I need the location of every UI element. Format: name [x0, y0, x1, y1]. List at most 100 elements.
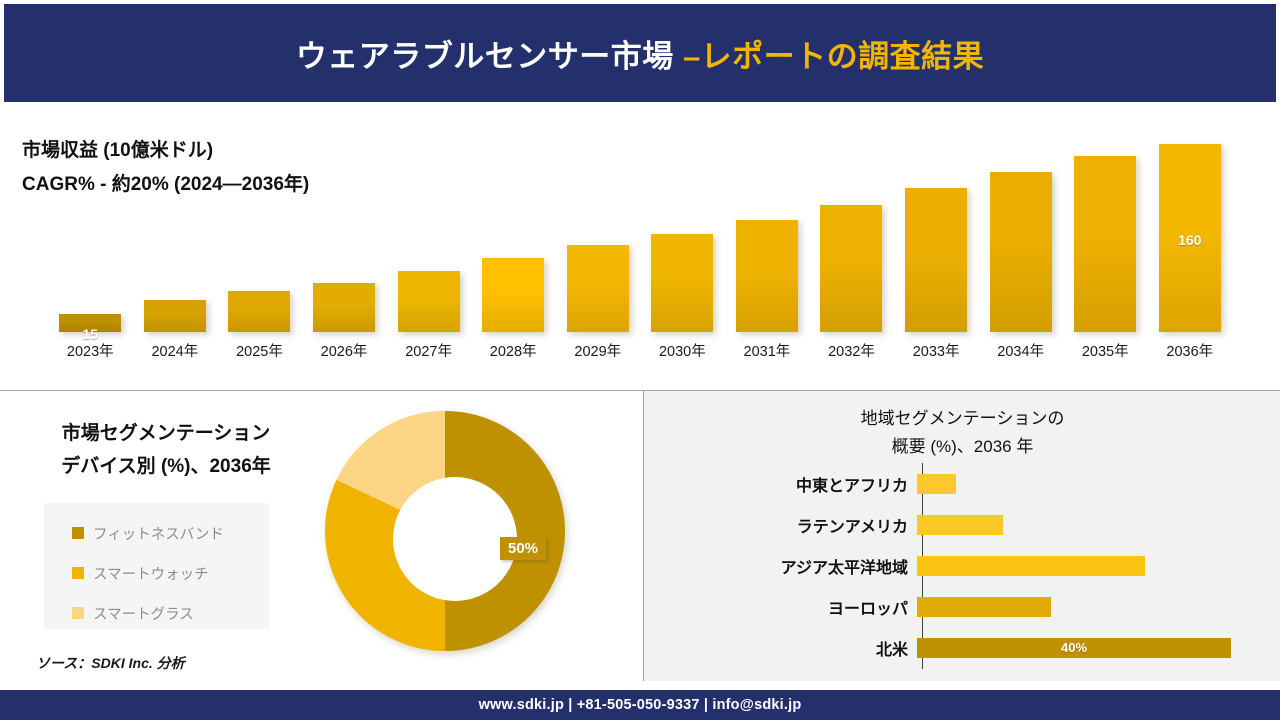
revenue-x-label: 2026年	[320, 344, 368, 360]
revenue-bar[interactable]	[820, 205, 883, 332]
page-title-accent: –レポートの調査結果	[682, 38, 985, 74]
region-bar-row: 中東とアフリカ	[644, 463, 1280, 504]
region-bar-label: 北米	[875, 641, 908, 659]
revenue-bar-cell	[640, 132, 725, 332]
revenue-bar-cell	[302, 132, 387, 332]
region-title-line1: 地域セグメンテーションの	[860, 409, 1065, 428]
device-segmentation-title-line2: デバイス別 (%)、2036年	[61, 456, 271, 477]
region-title-line2: 概要 (%)、2036 年	[891, 437, 1034, 456]
footer-contact[interactable]: www.sdki.jp | +81-505-050-9337 | info@sd…	[478, 697, 802, 713]
revenue-x-label: 2036年	[1166, 344, 1214, 360]
device-segmentation-title: 市場セグメンテーション デバイス別 (%)、2036年	[26, 417, 306, 483]
region-bar-value-label: 40%	[1060, 640, 1088, 655]
revenue-bar[interactable]: 15	[59, 314, 122, 342]
revenue-x-label: 2029年	[574, 344, 622, 360]
legend-item[interactable]: スマートウォッチ	[44, 553, 269, 593]
donut-ring	[325, 411, 565, 651]
revenue-x-axis-labels: 2023年 2024年 2025年 2026年 2027年 2028年 2029年 2030年…	[48, 340, 1232, 370]
revenue-x-label: 2025年	[236, 344, 283, 360]
region-bar[interactable]	[917, 555, 1145, 576]
revenue-bars: 15 160	[48, 132, 1233, 342]
region-bar-area	[916, 504, 1280, 545]
revenue-bar-cell	[133, 132, 218, 332]
legend-item[interactable]: フィットネスバンド	[44, 513, 269, 553]
region-bar[interactable]	[917, 596, 1051, 617]
revenue-x-label: 2030年	[658, 344, 706, 360]
revenue-bar[interactable]	[313, 283, 376, 332]
revenue-bar[interactable]: 160	[1158, 144, 1221, 332]
revenue-bar-cell	[555, 132, 640, 332]
revenue-x-label: 2028年	[489, 344, 537, 360]
revenue-bar-value-label: 160	[1178, 232, 1202, 248]
region-segmentation-title: 地域セグメンテーションの 概要 (%)、2036 年	[644, 405, 1280, 461]
region-bar-row: アジア太平洋地域	[644, 545, 1280, 586]
legend-item[interactable]: スマートグラス	[44, 593, 269, 633]
revenue-bar-cell: 160	[1148, 132, 1233, 332]
region-bar-row: ラテンアメリカ	[644, 504, 1280, 545]
page-title: ウェアラブルセンサー市場 –レポートの調査結果	[296, 31, 984, 76]
region-bar-area	[916, 586, 1280, 627]
revenue-x-label: 2023年	[66, 344, 114, 360]
revenue-units-caption: 市場収益 (10億米ドル)	[22, 140, 214, 161]
cagr-caption: CAGR% - 約20% (2024―2036年)	[22, 174, 310, 195]
region-bar-label: ヨーロッパ	[827, 600, 908, 618]
revenue-bar-cell	[386, 132, 471, 332]
legend-item-label: スマートウォッチ	[93, 566, 209, 583]
revenue-bar-cell	[978, 132, 1063, 332]
legend-swatch-icon	[72, 567, 84, 579]
device-segmentation-panel: 市場セグメンテーション デバイス別 (%)、2036年 フィットネスバンド スマー…	[0, 391, 642, 681]
region-bar-row: 北米 40%	[644, 627, 1280, 668]
bottom-panels: 市場セグメンテーション デバイス別 (%)、2036年 フィットネスバンド スマー…	[0, 390, 1280, 681]
revenue-x-label: 2031年	[743, 344, 791, 360]
revenue-bar[interactable]	[989, 172, 1052, 332]
region-bar[interactable]: 40%	[917, 637, 1231, 658]
revenue-bar-cell	[809, 132, 894, 332]
region-bar-area	[916, 463, 1280, 504]
region-bar-area: 40%	[916, 627, 1280, 668]
revenue-bar[interactable]	[482, 258, 545, 332]
revenue-bar[interactable]	[651, 234, 714, 332]
page-header: ウェアラブルセンサー市場 –レポートの調査結果	[4, 4, 1276, 102]
region-bar-row: ヨーロッパ	[644, 586, 1280, 627]
device-segmentation-legend: フィットネスバンド スマートウォッチ スマートグラス	[44, 503, 269, 629]
legend-swatch-icon	[72, 527, 84, 539]
revenue-bar[interactable]	[397, 271, 460, 332]
revenue-x-label: 2024年	[151, 344, 199, 360]
device-segmentation-title-line1: 市場セグメンテーション	[61, 423, 271, 444]
revenue-bar-cell	[894, 132, 979, 332]
revenue-bar-value-label: 15	[82, 326, 99, 342]
revenue-bar-cell	[1063, 132, 1148, 332]
region-bar[interactable]	[917, 473, 956, 494]
revenue-x-label: 2035年	[1081, 344, 1129, 360]
region-segmentation-panel: 地域セグメンテーションの 概要 (%)、2036 年 中東とアフリカ ラテンアメリ…	[643, 391, 1280, 681]
region-bar-chart: 中東とアフリカ ラテンアメリカアジア太平洋地域ヨーロッパ北米 40%	[644, 463, 1280, 669]
revenue-bar[interactable]	[735, 220, 798, 332]
donut-hole	[393, 477, 517, 601]
donut-value-label: 50%	[500, 537, 547, 560]
region-bar-label: アジア太平洋地域	[780, 559, 908, 577]
revenue-x-label: 2032年	[828, 344, 875, 360]
source-note: ソース：SDKI Inc. 分析	[36, 655, 185, 671]
legend-item-label: フィットネスバンド	[93, 526, 224, 543]
region-bar-area	[916, 545, 1280, 586]
legend-swatch-icon	[72, 607, 84, 619]
revenue-x-label: 2034年	[997, 344, 1045, 360]
revenue-x-label: 2027年	[405, 344, 452, 360]
revenue-bar-cell	[471, 132, 556, 332]
revenue-bar[interactable]	[228, 291, 291, 332]
page-footer: www.sdki.jp | +81-505-050-9337 | info@sd…	[0, 690, 1280, 720]
revenue-chart-captions: 市場収益 (10億米ドル) CAGR% - 約20% (2024―2036年)	[22, 134, 309, 202]
revenue-bar[interactable]	[1074, 156, 1137, 332]
revenue-bar-chart: 15 160 2023年 2024年 2025年 2026年 2027年 2028年 2029…	[48, 112, 1232, 380]
page-title-primary: ウェアラブルセンサー市場	[295, 38, 683, 74]
revenue-bar[interactable]	[905, 188, 968, 332]
device-donut-chart: 50%	[315, 403, 565, 665]
region-bar-label: 中東とアフリカ	[795, 477, 908, 495]
revenue-bar[interactable]	[566, 245, 629, 332]
revenue-bar-cell	[217, 132, 302, 332]
region-bar-label: ラテンアメリカ	[796, 518, 908, 536]
legend-item-label: スマートグラス	[93, 606, 194, 623]
revenue-bar-chart-section: 市場収益 (10億米ドル) CAGR% - 約20% (2024―2036年) …	[0, 102, 1280, 390]
revenue-bar[interactable]	[143, 300, 206, 332]
region-bar[interactable]	[917, 514, 1003, 535]
